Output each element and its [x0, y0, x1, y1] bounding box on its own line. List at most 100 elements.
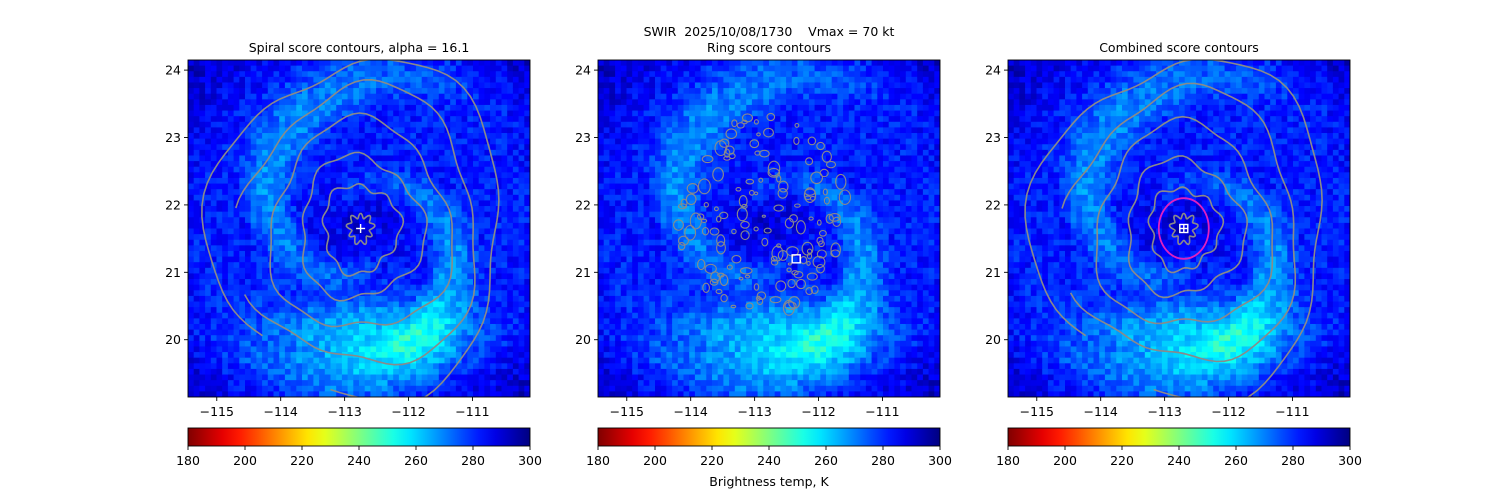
ring-contour-80: [753, 226, 759, 232]
x-tick-label: −111: [865, 404, 899, 419]
ring-contour-114: [787, 278, 796, 289]
ring-contour-95: [719, 138, 730, 148]
colorbar-gradient: [597, 427, 941, 447]
ring-contour-96: [793, 136, 800, 145]
axes-frame: [187, 59, 531, 398]
x-tick-label: −112: [801, 404, 835, 419]
contour-line-2: [1147, 186, 1225, 274]
x-tick-label: −112: [1211, 404, 1245, 419]
colorbar-tick-label: 200: [233, 453, 257, 468]
ring-contour-109: [835, 173, 847, 190]
x-tick-label: −114: [1084, 404, 1118, 419]
contour-line-6: [201, 60, 500, 397]
y-tick-label: 20: [575, 332, 591, 347]
colorbar-tick-label: 180: [586, 453, 610, 468]
ring-contour-78: [810, 171, 823, 185]
x-tick-label: −111: [455, 404, 489, 419]
ring-contour-97: [782, 299, 795, 316]
ring-contour-106: [818, 229, 827, 237]
colorbar-tick-label: 240: [1167, 453, 1191, 468]
eye-ring: [1157, 197, 1210, 260]
colorbar-tick-label: 220: [1110, 453, 1134, 468]
ring-contour-41: [697, 178, 711, 195]
axes-frame: [1007, 59, 1351, 398]
colorbar-2: 180 200 220 240 260 280 300: [586, 427, 952, 468]
y-tick-label: 24: [985, 63, 1001, 78]
axes-frame: [597, 59, 941, 398]
ring-contour-33: [776, 243, 782, 248]
ring-contour-25: [713, 206, 719, 212]
ring-contour-101: [821, 150, 832, 163]
colorbar-tick-label: 260: [404, 453, 428, 468]
ring-contour-45: [739, 267, 753, 275]
colorbar-gradient: [1007, 427, 1351, 447]
center-marker-square-plus: [1179, 223, 1189, 234]
ring-contour-92: [748, 189, 755, 196]
ring-contour-127: [791, 270, 799, 276]
ring-contour-89: [715, 288, 723, 295]
ring-contour-100: [816, 263, 825, 274]
colorbar-tick-label: 300: [518, 453, 542, 468]
panel-3: Combined score contours −115 −114 −113 −112 −…: [985, 40, 1351, 419]
ring-contour-17: [684, 224, 697, 241]
ring-contour-54: [741, 119, 748, 125]
y-tick-label: 23: [165, 130, 181, 145]
ring-contour-68: [830, 249, 841, 258]
ring-contour-117: [686, 183, 699, 194]
y-tick-label: 24: [165, 63, 181, 78]
x-tick-label: −113: [1147, 404, 1181, 419]
ring-contour-61: [723, 155, 731, 161]
ring-contour-79: [749, 139, 760, 149]
contour-line-4: [1095, 115, 1274, 325]
ring-contour-64: [806, 272, 818, 281]
ring-contour-29: [806, 260, 811, 266]
ring-contour-16: [787, 262, 792, 266]
x-tick-label: −115: [610, 404, 644, 419]
ring-contour-3: [828, 213, 841, 222]
ring-contour-7: [777, 188, 788, 199]
ring-contour-32: [712, 167, 724, 182]
ring-contour-111: [810, 285, 819, 295]
colorbar-tick-label: 220: [700, 453, 724, 468]
ring-contour-94: [703, 202, 709, 208]
ring-contour-57: [701, 155, 714, 164]
center-marker-plus: [356, 224, 366, 233]
y-tick-label: 21: [165, 265, 181, 280]
panel-title: Spiral score contours, alpha = 16.1: [249, 40, 470, 55]
x-tick-label: −113: [737, 404, 771, 419]
y-tick-label: 21: [985, 265, 1001, 280]
panel-title: Combined score contours: [1099, 40, 1259, 55]
ring-contour-70: [758, 177, 764, 183]
contour-line-1: [345, 212, 376, 246]
ring-contour-72: [825, 160, 837, 169]
ring-contour-103: [731, 228, 737, 235]
ring-contour-99: [769, 296, 782, 304]
ring-contour-83: [753, 283, 760, 291]
ring-contour-122: [767, 160, 781, 177]
ring-contour-87: [689, 212, 702, 230]
ring-contour-74: [767, 167, 781, 178]
ring-contour-47: [719, 211, 729, 220]
ring-contour-44: [803, 187, 817, 203]
ring-contour-59: [806, 248, 813, 254]
ring-contour-22: [756, 132, 761, 137]
x-tick-label: −114: [264, 404, 298, 419]
ring-contour-116: [714, 140, 728, 157]
ring-contour-86: [740, 230, 750, 241]
x-tick-label: −112: [391, 404, 425, 419]
colorbar-tick-label: 280: [871, 453, 895, 468]
ring-contour-121: [753, 119, 759, 125]
ring-contour-82: [825, 213, 834, 224]
ring-contour-130: [710, 271, 721, 284]
colorbar-gradient: [187, 427, 531, 447]
figure-suptitle: SWIR 2025/10/08/1730 Vmax = 70 kt: [644, 24, 895, 39]
colorbar-tick-label: 260: [814, 453, 838, 468]
ring-contour-90: [745, 302, 754, 310]
ring-contour-124: [756, 291, 767, 301]
ring-contour-69: [755, 295, 761, 301]
contour-line-6: [1024, 60, 1323, 397]
ring-contour-93: [795, 220, 806, 235]
ring-contour-26: [778, 180, 789, 193]
ring-contour-46: [812, 255, 826, 269]
ring-contour-112: [715, 215, 722, 223]
